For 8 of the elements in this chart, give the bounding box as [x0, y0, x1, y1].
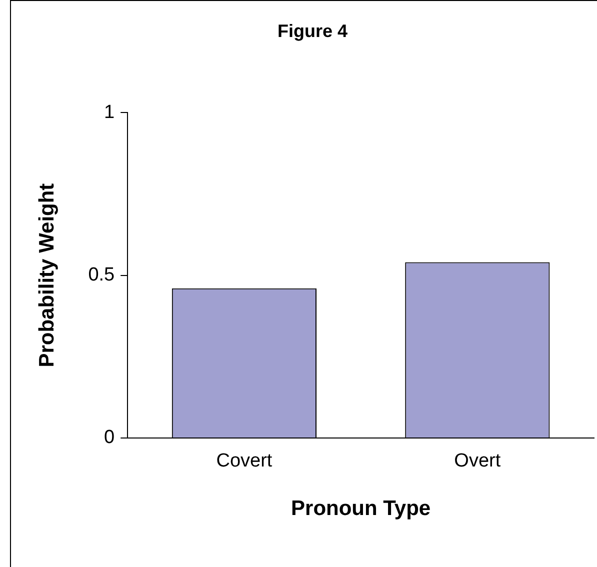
x-axis-title: Pronoun Type [291, 497, 431, 520]
y-axis-title: Probability Weight [35, 183, 58, 368]
chart-title: Figure 4 [277, 20, 348, 41]
x-tick-label: Covert [216, 450, 273, 472]
x-tick-label: Overt [454, 450, 502, 472]
y-tick-label: 0.5 [88, 264, 115, 286]
y-tick-label: 1 [104, 102, 115, 123]
y-tick-label: 0 [104, 427, 115, 448]
